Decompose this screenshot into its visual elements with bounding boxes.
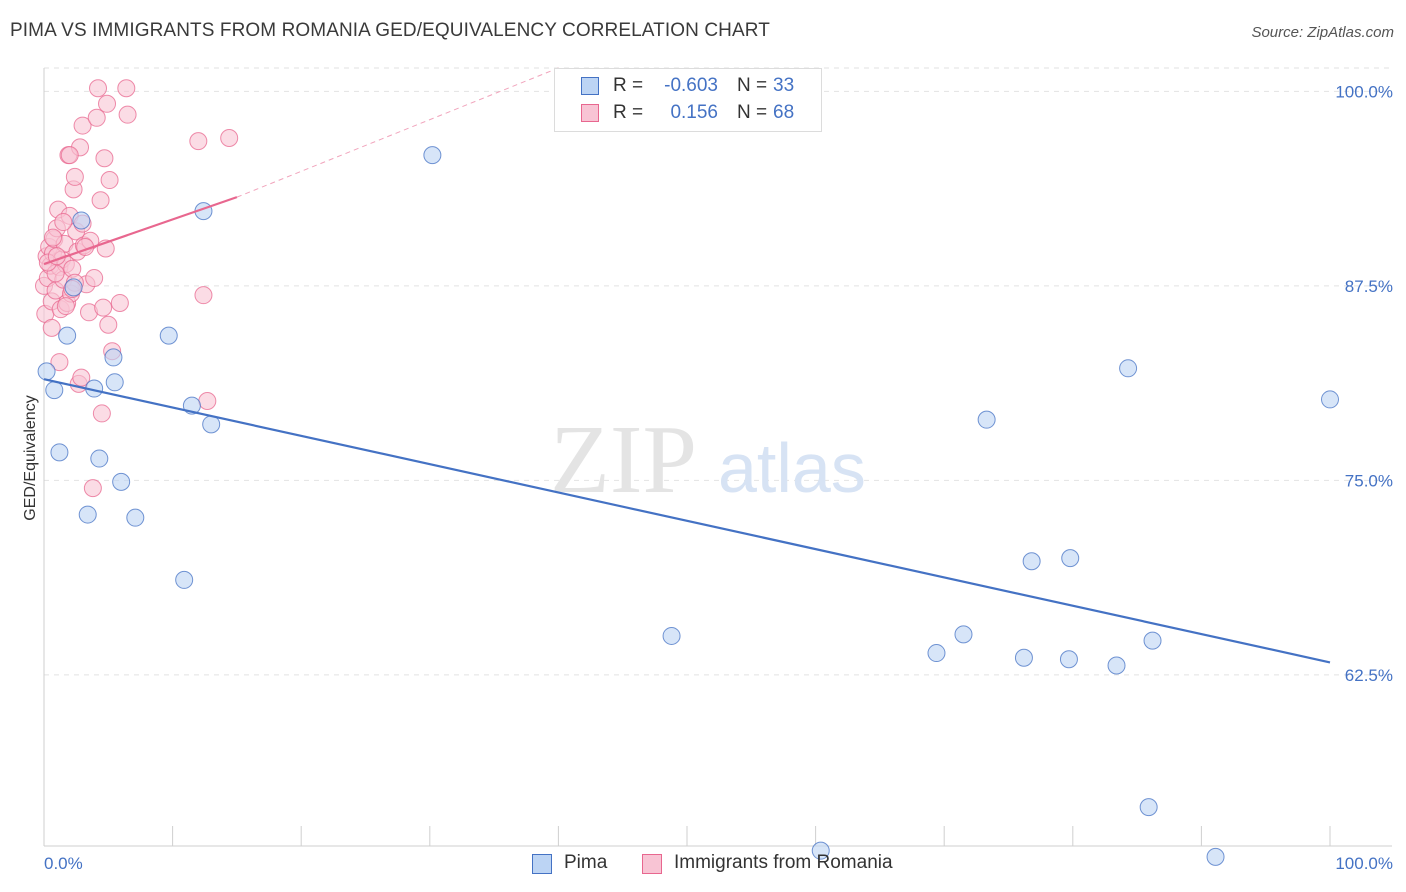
x-tick-labels: 0.0% 100.0% <box>44 854 1393 873</box>
bottom-legend-label-romania: Immigrants from Romania <box>674 852 893 873</box>
romania-point <box>60 146 79 165</box>
pima-point <box>105 373 124 392</box>
bottom-legend-swatch-pima <box>532 854 552 874</box>
romania-point <box>198 391 217 410</box>
chart-source: Source: ZipAtlas.com <box>1251 24 1394 41</box>
pima-trend-line <box>43 378 1331 664</box>
romania-point <box>83 479 102 498</box>
pima-point <box>927 644 946 663</box>
romania-point <box>65 167 84 186</box>
romania-point <box>54 213 73 232</box>
pima-point <box>1061 549 1080 568</box>
romania-point <box>220 129 239 148</box>
legend-n-value: 33 <box>773 75 795 96</box>
pima-point <box>58 326 77 345</box>
legend-n-value: 68 <box>773 102 795 123</box>
pima-point <box>662 626 681 645</box>
pima-point <box>126 508 145 527</box>
romania-point <box>42 318 61 337</box>
bottom-legend-swatch-romania <box>642 854 662 874</box>
gridlines <box>44 67 1392 676</box>
pima-point <box>175 570 194 589</box>
legend-n-label: N = <box>737 75 768 96</box>
legend-row-romania: R = 0.156 N = 68 <box>555 101 821 127</box>
romania-point <box>89 79 108 98</box>
y-tick-label: 75.0% <box>1345 471 1393 490</box>
pima-point <box>954 625 973 644</box>
romania-point <box>56 297 75 316</box>
pima-point <box>37 362 56 381</box>
legend-r-label: R = <box>613 102 644 123</box>
pima-point <box>1022 552 1041 571</box>
romania-point <box>100 171 119 190</box>
romania-point <box>73 116 92 135</box>
romania-point <box>95 149 114 168</box>
pima-point <box>1206 847 1225 866</box>
pima-point <box>1059 650 1078 669</box>
romania-point <box>118 105 137 124</box>
trend-lines <box>43 67 1331 664</box>
romania-point <box>110 293 129 312</box>
romania-point <box>50 353 69 372</box>
watermark-zip: ZIP <box>550 406 697 514</box>
romania-point <box>98 94 117 113</box>
pima-point <box>1014 648 1033 667</box>
watermark: ZIP atlas <box>550 406 866 514</box>
romania-point <box>87 108 106 127</box>
y-tick-label: 100.0% <box>1335 82 1393 101</box>
stats-legend: R = -0.603 N = 33 R = 0.156 N = 68 <box>554 68 822 132</box>
romania-point <box>44 228 63 247</box>
pima-point <box>1119 359 1138 378</box>
romania-point <box>92 404 111 423</box>
romania-point <box>194 286 213 305</box>
legend-swatch-pima <box>581 77 599 95</box>
pima-point <box>104 348 123 367</box>
y-axis-label: GED/Equivalency <box>22 395 39 520</box>
romania-point <box>117 79 136 98</box>
pima-point <box>90 449 109 468</box>
pima-point <box>1143 631 1162 650</box>
bottom-legend-label-pima: Pima <box>564 852 608 873</box>
y-tick-label: 62.5% <box>1345 666 1393 685</box>
romania-trend-extension <box>236 67 559 198</box>
pima-point <box>1139 798 1158 817</box>
romania-point <box>189 132 208 151</box>
pima-point <box>977 410 996 429</box>
romania-point <box>99 315 118 334</box>
pima-points <box>37 146 1339 866</box>
romania-point <box>85 269 104 288</box>
pima-point <box>64 278 83 297</box>
pima-point <box>811 841 830 860</box>
y-tick-label: 87.5% <box>1345 277 1393 296</box>
pima-point <box>50 443 69 462</box>
legend-r-value: 0.156 <box>670 102 718 123</box>
watermark-atlas: atlas <box>718 429 866 507</box>
romania-trend-line <box>43 196 238 266</box>
legend-n-label: N = <box>737 102 768 123</box>
chart-title: PIMA VS IMMIGRANTS FROM ROMANIA GED/EQUI… <box>10 20 770 41</box>
legend-swatch-romania <box>581 104 599 122</box>
legend-row-pima: R = -0.603 N = 33 <box>555 74 821 100</box>
pima-point <box>159 326 178 345</box>
pima-point <box>423 146 442 165</box>
x-tick-label: 100.0% <box>1335 854 1393 873</box>
pima-point <box>45 381 64 400</box>
x-ticks <box>43 826 1331 846</box>
pima-point <box>1321 390 1339 409</box>
pima-point <box>78 505 97 524</box>
pima-point <box>112 472 131 491</box>
legend-r-label: R = <box>613 75 644 96</box>
legend-r-value: -0.603 <box>664 75 718 96</box>
y-tick-labels: 100.0% 87.5% 75.0% 62.5% <box>1335 82 1393 685</box>
pima-point <box>72 211 91 230</box>
romania-point <box>72 368 91 387</box>
pima-point <box>1107 656 1126 675</box>
romania-point <box>91 191 110 210</box>
romania-point <box>94 298 113 317</box>
x-tick-label: 0.0% <box>44 854 83 873</box>
